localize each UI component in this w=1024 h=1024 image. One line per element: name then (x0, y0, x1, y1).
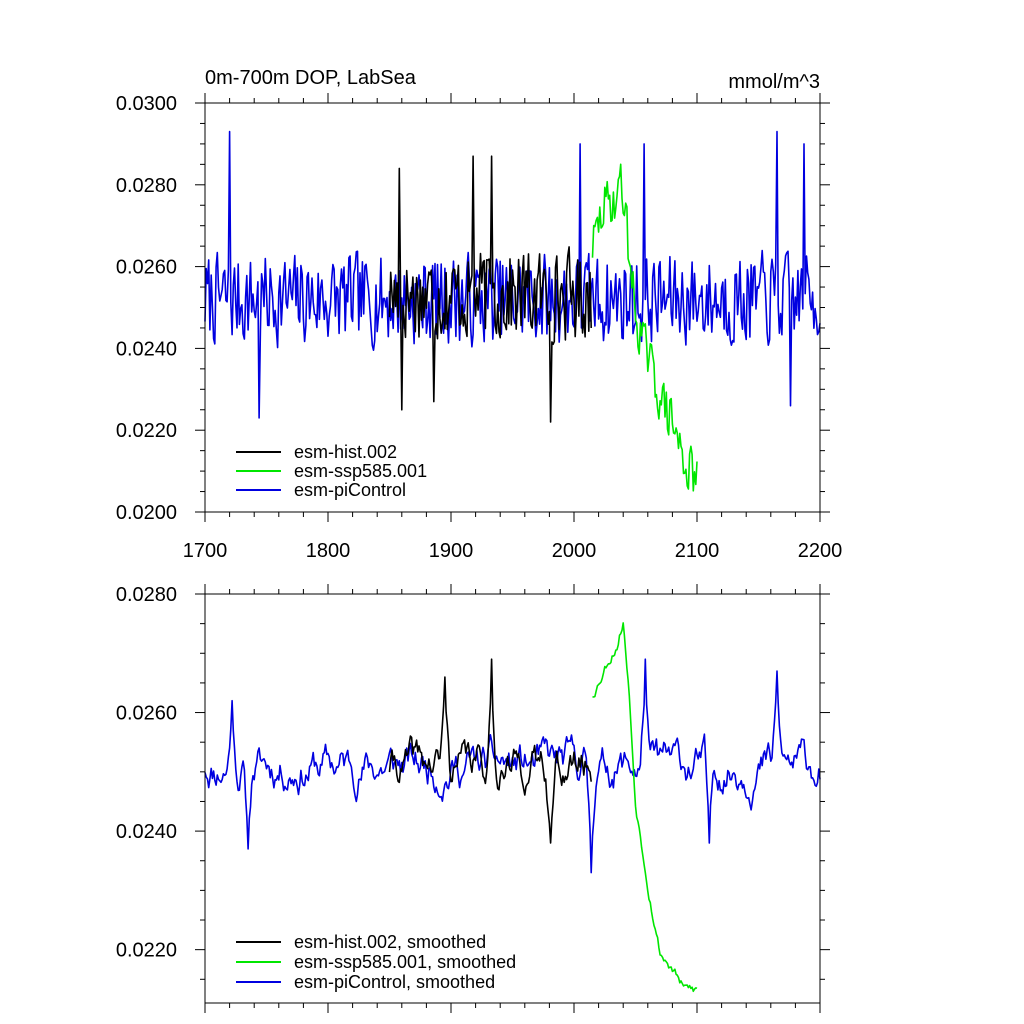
legend: esm-hist.002 esm-ssp585.001 esm-piContro… (236, 442, 427, 500)
y-tick-label: 0.0280 (116, 175, 177, 197)
y-tick-label: 0.0260 (116, 703, 177, 725)
top-panel: 0m-700m DOP, LabSea mmol/m^3 1700 1800 190… (116, 67, 842, 562)
y-tick-label: 0.0240 (116, 821, 177, 843)
x-tick-label: 2100 (675, 540, 720, 562)
y-tick-label: 0.0220 (116, 420, 177, 442)
bottom-panel: 0.0220 0.0240 0.0260 0.0280 esm-hist.002, s… (116, 584, 830, 1013)
y-tick-label: 0.0240 (116, 338, 177, 360)
series-layer (204, 622, 821, 993)
y-tick-label: 0.0300 (116, 93, 177, 115)
legend-label-ssp: esm-ssp585.001 (294, 461, 427, 481)
x-tick-label: 1800 (306, 540, 351, 562)
y-tick-label: 0.0220 (116, 940, 177, 962)
x-tick-label: 1900 (429, 540, 474, 562)
series-line-ssp (592, 622, 698, 993)
legend-label-hist: esm-hist.002 (294, 442, 397, 462)
series-layer (204, 130, 821, 492)
ticks-layer: 0.0220 0.0240 0.0260 0.0280 (116, 584, 830, 1013)
x-tick-label: 2000 (552, 540, 597, 562)
series-line-ssp (591, 163, 698, 492)
plot-frame (204, 593, 821, 1004)
legend-label-picontrol: esm-piControl, smoothed (294, 972, 495, 992)
x-tick-label: 1700 (183, 540, 228, 562)
legend: esm-hist.002, smoothed esm-ssp585.001, s… (236, 932, 516, 992)
chart-title: 0m-700m DOP, LabSea (205, 67, 417, 89)
chart-units: mmol/m^3 (728, 71, 820, 93)
y-tick-label: 0.0280 (116, 584, 177, 606)
y-tick-label: 0.0260 (116, 257, 177, 279)
legend-label-picontrol: esm-piControl (294, 480, 406, 500)
legend-label-ssp: esm-ssp585.001, smoothed (294, 952, 516, 972)
y-tick-label: 0.0200 (116, 502, 177, 524)
ticks-layer: 1700 1800 1900 2000 2100 2200 0.0200 0.0220 0.02… (116, 93, 842, 562)
series-line-hist (388, 658, 592, 844)
series-line-hist (388, 155, 592, 423)
x-tick-label: 2200 (798, 540, 843, 562)
legend-label-hist: esm-hist.002, smoothed (294, 932, 486, 952)
